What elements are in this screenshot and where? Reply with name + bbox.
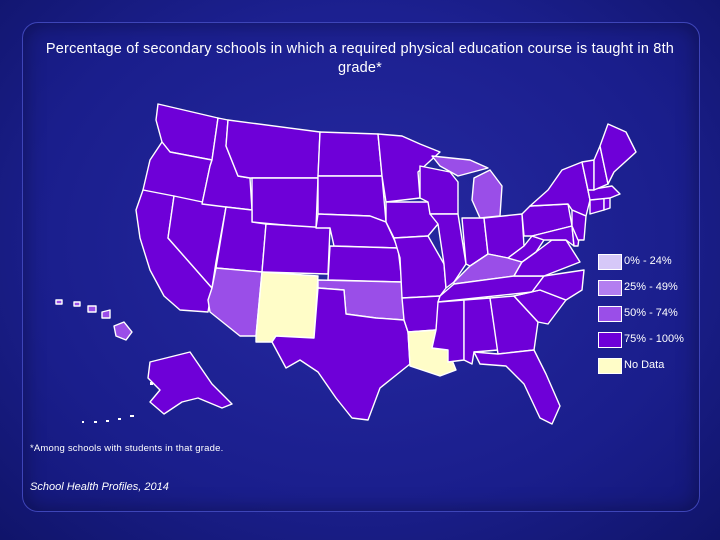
- state-co: [261, 223, 331, 275]
- state-nc: [513, 269, 585, 301]
- state-fl: [473, 349, 561, 425]
- state-ak: [147, 351, 233, 415]
- legend-label: 75% - 100%: [624, 333, 684, 345]
- alaska-islands: [82, 382, 153, 423]
- state-ar: [401, 295, 441, 333]
- state-ga: [489, 295, 539, 355]
- state-me: [599, 123, 637, 185]
- map-title: Percentage of secondary schools in which…: [45, 41, 675, 76]
- state-va: [513, 239, 581, 277]
- legend-swatch: [598, 332, 622, 348]
- state-mn: [377, 133, 441, 203]
- state-nm: [255, 271, 319, 343]
- legend-label: 25% - 49%: [624, 281, 678, 293]
- legend-label: 50% - 74%: [624, 307, 678, 319]
- state-nj: [571, 209, 587, 241]
- state-ks: [327, 245, 403, 283]
- legend-label: 0% - 24%: [624, 255, 672, 267]
- footnote: *Among schools with students in that gra…: [30, 443, 224, 454]
- state-az: [207, 267, 263, 337]
- legend-swatch: [598, 306, 622, 322]
- state-nd: [317, 131, 383, 177]
- legend-label: No Data: [624, 359, 665, 371]
- legend-swatch: [598, 280, 622, 296]
- state-mo: [393, 235, 447, 299]
- state-mt: [225, 119, 321, 179]
- state-ri: [603, 197, 611, 211]
- legend-swatch: [598, 254, 622, 270]
- state-il: [429, 213, 467, 289]
- source-citation: School Health Profiles, 2014: [30, 481, 169, 493]
- state-tx: [271, 287, 411, 421]
- legend-swatch: [598, 358, 622, 374]
- state-wy: [251, 177, 319, 229]
- state-hi: [55, 299, 133, 341]
